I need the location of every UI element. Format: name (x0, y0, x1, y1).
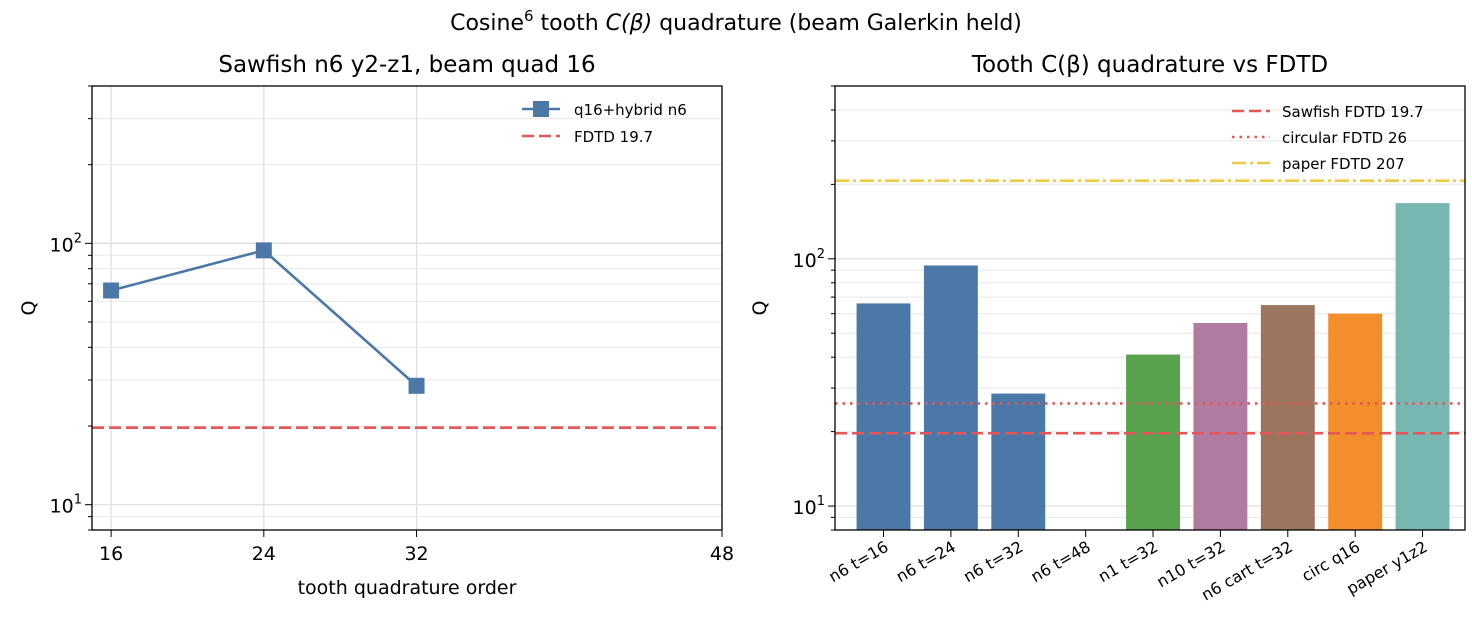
right-x-tick-label: n6 t=16 (825, 537, 891, 586)
left-legend-marker (533, 101, 549, 117)
right-y-ticks: 101 102 (793, 247, 825, 519)
left-axes-frame (91, 85, 723, 531)
right-bars (856, 203, 1450, 530)
left-gridlines (85, 85, 723, 531)
right-bar (856, 303, 911, 530)
left-y-tick-label: 101 (50, 493, 82, 518)
left-x-tick-label: 48 (710, 543, 734, 565)
right-bar (1260, 305, 1315, 530)
left-x-ticks: 16 24 32 48 (99, 530, 734, 565)
right-reference-lines (835, 179, 1465, 435)
right-x-tick-label: n6 t=32 (960, 537, 1026, 586)
left-x-tick-label: 24 (252, 543, 276, 565)
left-legend-label: q16+hybrid n6 (574, 101, 687, 119)
right-bar (1328, 313, 1383, 530)
right-bar (1126, 354, 1180, 530)
figure-suptitle: Cosine6 tooth C(β) quadrature (beam Gale… (450, 7, 1022, 36)
left-legend-label: FDTD 19.7 (574, 128, 653, 146)
left-x-tick-label: 32 (404, 543, 428, 565)
left-y-ticks: 101 102 (50, 231, 82, 517)
right-bar-chart: Tooth C(β) quadrature vs FDTD n6 t=16 n6 … (749, 52, 1466, 604)
left-y-axis-label: Q (18, 301, 40, 316)
left-x-tick-label: 16 (99, 543, 123, 565)
right-chart-title: Tooth C(β) quadrature vs FDTD (971, 52, 1328, 78)
right-x-tick-label: n6 t=24 (893, 537, 959, 586)
right-bar (991, 393, 1046, 530)
right-axes-frame (834, 85, 1466, 531)
right-legend-label: paper FDTD 207 (1282, 155, 1405, 173)
right-legend-label: circular FDTD 26 (1282, 129, 1407, 147)
right-legend: Sawfish FDTD 19.7 circular FDTD 26 paper F… (1232, 103, 1424, 173)
right-bar (1395, 203, 1450, 530)
left-chart-title: Sawfish n6 y2-z1, beam quad 16 (218, 52, 595, 78)
left-data-point (103, 282, 120, 299)
right-y-tick-label: 102 (793, 247, 825, 272)
left-y-tick-label: 102 (50, 231, 82, 256)
right-legend-label: Sawfish FDTD 19.7 (1282, 103, 1424, 121)
right-x-tick-label: n6 t=48 (1027, 537, 1093, 586)
right-y-axis-label: Q (749, 301, 771, 316)
left-line-chart: Sawfish n6 y2-z1, beam quad 16 16 24 32 48 … (18, 52, 734, 599)
right-y-tick-label: 101 (793, 494, 825, 519)
right-x-tick-label: n1 t=32 (1095, 537, 1161, 586)
left-x-axis-label: tooth quadrature order (298, 577, 517, 599)
right-bar (1193, 322, 1248, 530)
right-bar (923, 265, 978, 530)
left-data-point (408, 377, 425, 394)
left-series (103, 242, 425, 394)
left-legend: q16+hybrid n6 FDTD 19.7 (522, 101, 687, 146)
left-data-point (255, 242, 272, 259)
